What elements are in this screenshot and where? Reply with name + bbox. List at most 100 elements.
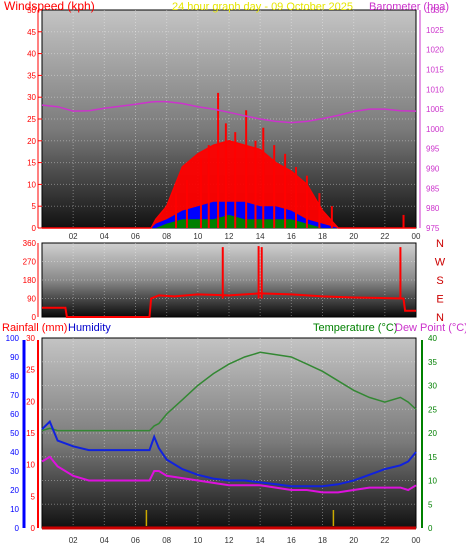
temp-panel-bg xyxy=(41,337,417,529)
temp-x-tick-label: 08 xyxy=(162,536,171,545)
rain-y-tick-label: 25 xyxy=(26,366,35,375)
wind-y-tick-label: 20 xyxy=(27,137,36,146)
rain-y-tick-label: 5 xyxy=(31,492,36,501)
baro-y-tick-label: 995 xyxy=(426,145,440,154)
wind-y-tick-label: 5 xyxy=(32,202,37,211)
direction-panel-bg xyxy=(41,242,417,318)
wind-y-tick-label: 25 xyxy=(27,115,36,124)
humidity-y-tick-label: 0 xyxy=(15,524,20,533)
wind-x-tick-label: 18 xyxy=(318,232,327,241)
dir-compass-label: W xyxy=(435,257,446,269)
wind-low-area xyxy=(42,214,416,228)
wind-x-tick-label: 08 xyxy=(162,232,171,241)
temp-y-tick-label: 10 xyxy=(428,477,437,486)
rain-y-tick-label: 15 xyxy=(26,429,35,438)
wind-gust-line xyxy=(42,140,416,229)
baro-y-tick-label: 1030 xyxy=(426,6,444,15)
dewpoint-axis-title: Dew Point (°C) xyxy=(395,322,466,334)
humidity-y-tick-label: 20 xyxy=(10,486,19,495)
dir-compass-label: N xyxy=(436,238,444,250)
wind-y-tick-label: 50 xyxy=(27,6,36,15)
wind-y-tick-label: 35 xyxy=(27,71,36,80)
wind-series xyxy=(41,92,417,229)
temp-y-tick-label: 30 xyxy=(428,382,437,391)
wind-x-tick-label: 06 xyxy=(131,232,140,241)
temp-x-tick-label: 16 xyxy=(287,536,296,545)
temperature-axis-title: Temperature (°C) xyxy=(313,322,397,334)
humidity-y-tick-label: 40 xyxy=(10,448,19,457)
dir-y-tick-label: 360 xyxy=(23,239,37,248)
baro-y-tick-label: 1010 xyxy=(426,85,444,94)
temp-y-tick-label: 15 xyxy=(428,453,437,462)
temp-x-tick-label: 10 xyxy=(193,536,202,545)
wind-x-tick-label: 16 xyxy=(287,232,296,241)
baro-y-tick-label: 975 xyxy=(426,224,440,233)
baro-y-tick-label: 1025 xyxy=(426,26,444,35)
baro-y-tick-label: 1020 xyxy=(426,46,444,55)
dewpoint-line xyxy=(41,455,417,494)
wind-x-tick-label: 12 xyxy=(225,232,234,241)
baro-y-tick-label: 1000 xyxy=(426,125,444,134)
humidity-y-tick-label: 90 xyxy=(10,353,19,362)
wind-y-tick-label: 30 xyxy=(27,93,36,102)
dir-compass-label: N xyxy=(436,312,444,324)
barometer-line xyxy=(41,100,417,124)
wind-x-tick-label: 10 xyxy=(193,232,202,241)
temp-x-tick-label: 06 xyxy=(131,536,140,545)
humidity-y-tick-label: 70 xyxy=(10,391,19,400)
wind-y-tick-label: 10 xyxy=(27,180,36,189)
dir-y-tick-label: 0 xyxy=(32,313,37,322)
humidity-y-tick-label: 60 xyxy=(10,410,19,419)
wind-y-tick-label: 40 xyxy=(27,50,36,59)
rain-y-tick-label: 0 xyxy=(31,524,36,533)
baro-y-tick-label: 985 xyxy=(426,184,440,193)
temp-x-tick-label: 20 xyxy=(349,536,358,545)
wind-x-tick-label: 20 xyxy=(349,232,358,241)
temp-y-tick-label: 0 xyxy=(428,524,433,533)
humidity-line xyxy=(41,419,417,488)
dir-y-tick-label: 90 xyxy=(27,295,36,304)
wind-x-tick-label: 14 xyxy=(256,232,265,241)
temp-x-tick-label: 18 xyxy=(318,536,327,545)
temp-y-tick-label: 20 xyxy=(428,429,437,438)
rain-y-tick-label: 20 xyxy=(26,397,35,406)
rain-y-tick-label: 30 xyxy=(26,334,35,343)
wind-x-tick-label: 04 xyxy=(100,232,109,241)
rainfall-axis-title: Rainfall (mm) xyxy=(2,322,67,334)
temperature-series xyxy=(41,351,417,530)
dir-compass-label: S xyxy=(436,275,443,287)
humidity-y-tick-label: 80 xyxy=(10,372,19,381)
temp-y-tick-label: 5 xyxy=(428,500,433,509)
humidity-axis-title: Humidity xyxy=(68,322,111,334)
temp-x-tick-label: 04 xyxy=(100,536,109,545)
wind-x-tick-label: 02 xyxy=(69,232,78,241)
baro-y-tick-label: 1015 xyxy=(426,65,444,74)
temp-x-tick-label: 22 xyxy=(380,536,389,545)
dir-y-tick-label: 270 xyxy=(23,258,37,267)
wind-axis-title: Windspeed (kph) xyxy=(4,0,95,13)
baro-y-tick-label: 1005 xyxy=(426,105,444,114)
wind-y-tick-label: 15 xyxy=(27,159,36,168)
rain-y-tick-label: 10 xyxy=(26,461,35,470)
dir-compass-label: E xyxy=(436,294,443,306)
temp-y-tick-label: 35 xyxy=(428,358,437,367)
baro-y-tick-label: 990 xyxy=(426,165,440,174)
wind-gust-area xyxy=(42,140,416,228)
graph-title: 24 hour graph day - 09 October 2025 xyxy=(172,1,353,13)
wind-y-tick-label: 0 xyxy=(32,224,37,233)
humidity-y-tick-label: 30 xyxy=(10,467,19,476)
direction-line xyxy=(42,292,416,318)
temperature-line xyxy=(41,351,417,432)
temp-x-tick-label: 12 xyxy=(225,536,234,545)
temp-x-tick-label: 02 xyxy=(69,536,78,545)
temp-y-tick-label: 40 xyxy=(428,334,437,343)
temp-y-tick-label: 25 xyxy=(428,405,437,414)
wind-x-tick-label: 22 xyxy=(380,232,389,241)
wind-y-tick-label: 45 xyxy=(27,28,36,37)
baro-y-tick-label: 980 xyxy=(426,204,440,213)
temp-x-tick-label: 00 xyxy=(412,536,421,545)
barometer-axis-title: Barometer (hpa) xyxy=(369,1,449,13)
dir-y-tick-label: 180 xyxy=(23,276,37,285)
